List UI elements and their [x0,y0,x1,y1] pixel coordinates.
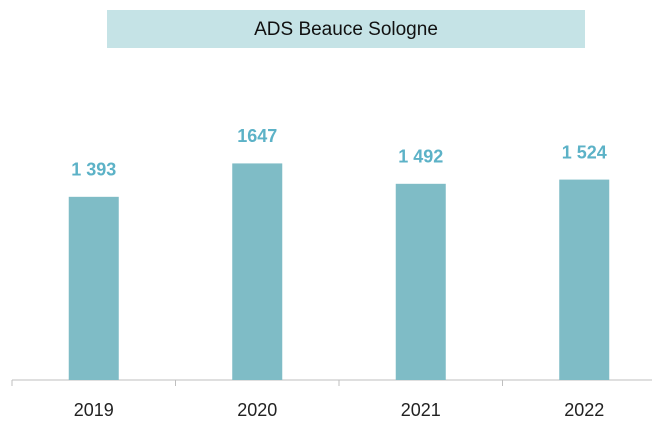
bar [232,163,283,380]
data-label: 1 524 [562,142,607,162]
title-box [107,10,585,48]
bar [68,196,119,380]
x-tick-label: 2020 [237,400,277,420]
x-tick-label: 2021 [401,400,441,420]
data-label: 1 492 [398,147,443,167]
x-tick-label: 2022 [564,400,604,420]
x-tick-label: 2019 [74,400,114,420]
bar [395,183,446,380]
chart-title: ADS Beauce Sologne [254,19,438,40]
data-label: 1647 [237,126,277,146]
data-label: 1 393 [71,160,116,180]
bar [559,179,610,380]
